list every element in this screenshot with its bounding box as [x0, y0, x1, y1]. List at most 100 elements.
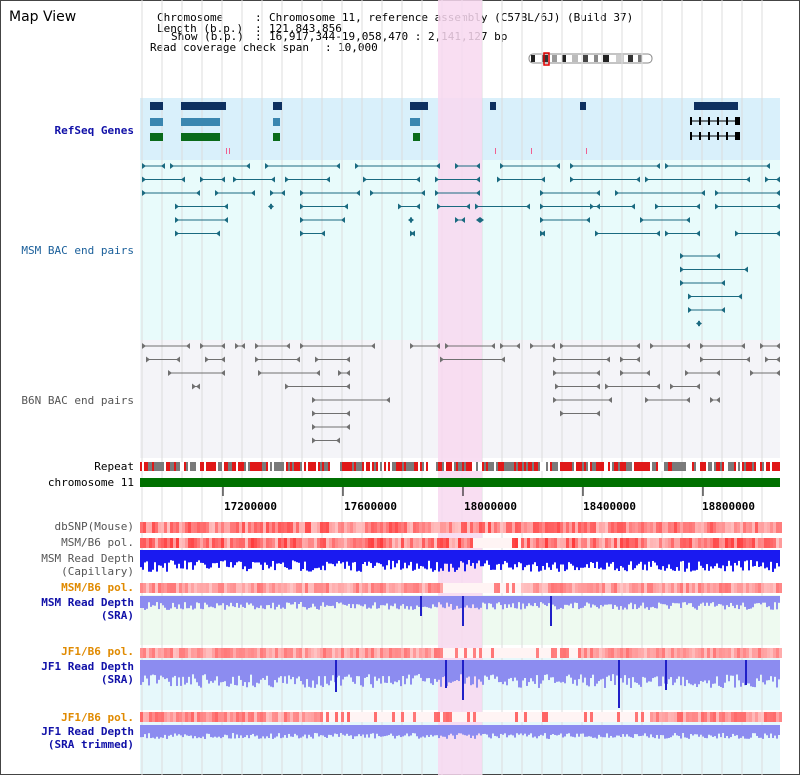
depth-bar [242, 725, 244, 738]
heat-mark [668, 522, 671, 533]
refseq-genes-label[interactable]: RefSeq Genes [54, 124, 134, 137]
depth-bar [400, 660, 402, 687]
heat-mark [401, 522, 404, 533]
depth-bar [270, 725, 272, 734]
heat-mark [542, 712, 545, 722]
depth-bar [434, 550, 436, 571]
repeat-mark [778, 462, 780, 471]
jf1-b6-pol-label-2[interactable]: JF1/B6 pol. [61, 711, 134, 724]
depth-bar [250, 725, 252, 735]
bac-end [750, 370, 754, 376]
depth-bar [512, 550, 514, 570]
depth-bar [304, 725, 306, 735]
jf1-depth-trimmed-label[interactable]: JF1 Read Depth [41, 725, 134, 738]
depth-bar [594, 660, 596, 687]
bac-end [656, 230, 660, 237]
repeat-mark [214, 462, 216, 471]
depth-bar [724, 596, 726, 610]
depth-bar [318, 596, 320, 610]
heat-mark [602, 712, 605, 722]
repeat-mark [594, 462, 596, 471]
depth-bar [148, 660, 150, 686]
heat-mark [515, 712, 518, 722]
bac-end [336, 437, 340, 444]
heat-mark [599, 538, 602, 548]
depth-bar [288, 725, 290, 734]
heat-mark [575, 538, 578, 548]
msm-depth-capillary-label[interactable]: MSM Read Depth [41, 552, 134, 565]
msm-depth-sra-label[interactable]: MSM Read Depth [41, 596, 134, 609]
depth-bar [314, 596, 316, 607]
depth-bar [586, 550, 588, 565]
heat-mark [752, 648, 755, 658]
msm-bac-label[interactable]: MSM BAC end pairs [21, 244, 134, 257]
bac-end [540, 203, 544, 210]
repeat-mark [150, 462, 152, 471]
heat-mark [143, 712, 146, 722]
chromosome-ideogram[interactable] [528, 52, 654, 66]
repeat-mark [770, 462, 772, 471]
heat-mark [644, 538, 647, 548]
heat-mark [473, 712, 476, 722]
heat-mark [296, 648, 299, 658]
depth-bar [592, 596, 594, 605]
b6n-bac-label[interactable]: B6N BAC end pairs [21, 394, 134, 407]
depth-bar [144, 725, 146, 735]
depth-bar [366, 550, 368, 566]
heat-mark [617, 522, 620, 533]
heat-mark [443, 583, 446, 593]
depth-bar [166, 725, 168, 739]
heat-mark [776, 538, 779, 548]
heat-mark [290, 648, 293, 658]
depth-bar [756, 725, 758, 736]
heat-mark [200, 712, 203, 722]
depth-bar [590, 725, 592, 737]
depth-bar [326, 550, 328, 562]
msm-b6-pol-label-2[interactable]: MSM/B6 pol. [61, 581, 134, 594]
depth-bar [588, 660, 590, 687]
heat-mark [641, 583, 644, 593]
repeat-mark [196, 462, 198, 471]
depth-bar [140, 550, 142, 568]
repeat-mark [324, 462, 326, 471]
depth-bar [502, 725, 504, 735]
heat-mark [248, 522, 251, 533]
heat-mark [731, 712, 734, 722]
repeat-mark [476, 462, 478, 471]
jf1-b6-pol-label[interactable]: JF1/B6 pol. [61, 645, 134, 658]
depth-bar [734, 596, 736, 609]
heat-mark [626, 648, 629, 658]
depth-bar [546, 550, 548, 563]
depth-bar [686, 660, 688, 680]
repeat-mark [544, 462, 546, 471]
depth-bar [532, 596, 534, 607]
dbsnp-label[interactable]: dbSNP(Mouse) [54, 520, 134, 533]
heat-mark [413, 538, 416, 548]
repeat-label[interactable]: Repeat [94, 460, 134, 473]
heat-mark [758, 648, 761, 658]
heat-mark [443, 522, 446, 533]
heat-mark [437, 712, 440, 722]
depth-bar [386, 660, 388, 683]
msm-b6-pol-label[interactable]: MSM/B6 pol. [61, 536, 134, 549]
heat-mark [455, 648, 458, 658]
depth-bar [600, 550, 602, 568]
jf1-depth-sra-label[interactable]: JF1 Read Depth [41, 660, 134, 673]
heat-mark [566, 712, 569, 722]
heat-mark [488, 538, 491, 548]
heat-mark [605, 712, 608, 722]
bac-end [476, 163, 480, 169]
bac-end [371, 343, 375, 349]
depth-bar [386, 725, 388, 736]
chromosome-label[interactable]: chromosome 11 [47, 476, 134, 489]
bac-end [596, 410, 600, 417]
depth-bar [142, 725, 144, 738]
depth-bar [312, 550, 314, 571]
depth-bar [342, 660, 344, 680]
heat-mark [158, 712, 161, 722]
bac-end [416, 176, 420, 183]
repeat-mark [262, 462, 264, 471]
heat-mark [167, 712, 170, 722]
repeat-mark [630, 462, 632, 471]
